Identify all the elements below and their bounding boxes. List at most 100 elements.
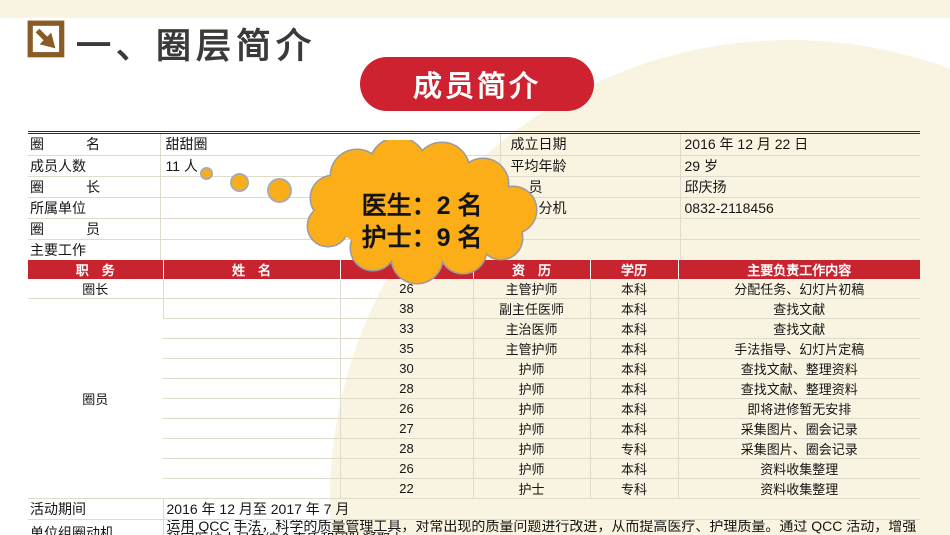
table-row: 22 护士 专科 资料收集整理 [28, 478, 920, 499]
info-value: 0832-2118456 [679, 197, 920, 219]
cell-work: 资料收集整理 [677, 458, 920, 479]
header-education: 学历 [589, 259, 678, 279]
table-row: 35 主管护师 本科 手法指导、幻灯片定稿 [28, 338, 920, 359]
cell-name [163, 338, 340, 359]
cell-age: 30 [339, 358, 473, 379]
cell-work: 资料收集整理 [677, 478, 920, 499]
header-duty: 主要负责工作内容 [677, 259, 920, 279]
cell-age: 26 [339, 458, 473, 479]
cell-title: 护师 [472, 418, 590, 439]
header-name: 姓 名 [162, 259, 340, 279]
table-area: 圈 名 甜甜圈 成立日期 2016 年 12 月 22 日 成员人数 11 人 … [28, 131, 920, 535]
info-label: 成立日期 [499, 134, 680, 156]
header-job: 职 务 [28, 259, 163, 279]
section-badge: 成员简介 [360, 57, 594, 111]
cell-work: 查找文献 [677, 298, 920, 319]
cell-age: 22 [339, 478, 473, 499]
motive-row: 单位组圈动机 运用 QCC 手法，科学的质量管理工具，对常出现的质量问题进行改进… [28, 519, 920, 535]
cell-name [163, 438, 340, 459]
cell-age: 35 [339, 338, 473, 359]
cell-name [163, 378, 340, 399]
cell-work: 分配任务、幻灯片初稿 [677, 278, 920, 299]
info-label: 圈 长 [28, 176, 160, 198]
info-label: 分机 [499, 197, 680, 219]
info-value [679, 218, 920, 240]
cell-name [163, 318, 340, 339]
cell-title: 护师 [472, 358, 590, 379]
cell-title: 护师 [472, 458, 590, 479]
page-title: 一、圈层简介 [76, 27, 317, 66]
cell-edu: 本科 [589, 318, 678, 339]
cell-name [162, 278, 340, 299]
bubble-trail-dot [200, 167, 213, 180]
info-table: 圈 名 甜甜圈 成立日期 2016 年 12 月 22 日 成员人数 11 人 … [28, 134, 920, 260]
cell-name [163, 478, 340, 499]
cell-age: 38 [339, 298, 473, 319]
cell-title: 护师 [472, 378, 590, 399]
cell-name [162, 298, 340, 319]
cell-title: 主管护师 [472, 278, 590, 299]
cell-job-merged: 圈员 [28, 298, 163, 499]
info-value: 邱庆扬 [679, 176, 920, 198]
cell-edu: 本科 [589, 298, 678, 319]
info-label: 所属单位 [28, 197, 160, 219]
header-title: 资 历 [472, 259, 590, 279]
info-label: 成员人数 [28, 155, 160, 177]
cell-edu: 本科 [589, 278, 678, 299]
period-row: 活动期间 2016 年 12 月至 2017 年 7 月 [28, 498, 920, 520]
motive-label: 单位组圈动机 [30, 525, 114, 535]
cell-work: 查找文献、整理资料 [677, 358, 920, 379]
cell-work: 采集图片、圈会记录 [677, 438, 920, 459]
info-label: 圈 名 [28, 134, 160, 156]
cell-age: 26 [339, 278, 473, 299]
arrow-square-icon [27, 20, 65, 58]
cell-age: 28 [339, 378, 473, 399]
cell-title: 护师 [472, 438, 590, 459]
bubble-trail-dot [267, 178, 292, 203]
bubble-nurses-text: 护士：9 名 [362, 223, 483, 252]
table-row: 27 护师 本科 采集图片、圈会记录 [28, 418, 920, 439]
table-row: 26 护师 本科 资料收集整理 [28, 458, 920, 479]
period-value: 2016 年 12 月至 2017 年 7 月 [162, 498, 920, 520]
cell-edu: 专科 [589, 478, 678, 499]
cell-age: 26 [339, 398, 473, 419]
cell-edu: 本科 [589, 338, 678, 359]
bubble-trail-dot [230, 173, 249, 192]
period-label: 活动期间 [28, 498, 163, 520]
cell-job: 圈长 [28, 278, 163, 299]
info-label: 圈 员 [28, 218, 160, 240]
cell-work: 手法指导、幻灯片定稿 [677, 338, 920, 359]
cell-age: 28 [339, 438, 473, 459]
cell-work: 即将进修暂无安排 [677, 398, 920, 419]
cell-name [163, 398, 340, 419]
info-value [679, 239, 920, 260]
cell-title: 护师 [472, 398, 590, 419]
thought-cloud: 医生：2 名 护士：9 名 [306, 140, 538, 285]
cell-edu: 本科 [589, 418, 678, 439]
info-value: 2016 年 12 月 22 日 [679, 134, 920, 156]
member-table: 职 务 姓 名 资 历 学历 主要负责工作内容 圈长 26 主管护师 本科 分配… [28, 259, 920, 535]
cell-edu: 本科 [589, 398, 678, 419]
cell-name [163, 418, 340, 439]
info-label: 主要工作 [30, 241, 86, 258]
cell-title: 护士 [472, 478, 590, 499]
cell-edu: 专科 [589, 438, 678, 459]
cell-age: 33 [339, 318, 473, 339]
motive-value: 运用 QCC 手法，科学的质量管理工具，对常出现的质量问题进行改进，从而提高医疗… [162, 519, 920, 535]
cell-name [163, 458, 340, 479]
cell-name [163, 358, 340, 379]
cell-work: 查找文献 [677, 318, 920, 339]
cell-edu: 本科 [589, 378, 678, 399]
table-row: 28 护师 本科 查找文献、整理资料 [28, 378, 920, 399]
bubble-doctors-text: 医生：2 名 [362, 191, 483, 220]
cell-edu: 本科 [589, 458, 678, 479]
cell-work: 采集图片、圈会记录 [677, 418, 920, 439]
cell-title: 主管护师 [472, 338, 590, 359]
table-row: 圈员 38 副主任医师 本科 查找文献 [28, 298, 920, 499]
table-row: 26 护师 本科 即将进修暂无安排 [28, 398, 920, 419]
cell-title: 副主任医师 [472, 298, 590, 319]
table-row: 圈长 26 主管护师 本科 分配任务、幻灯片初稿 [28, 278, 920, 299]
info-label: 平均年龄 [499, 155, 680, 177]
cell-title: 主治医师 [472, 318, 590, 339]
